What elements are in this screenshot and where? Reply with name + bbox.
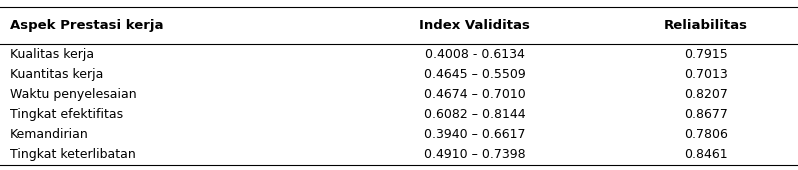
Text: Tingkat efektifitas: Tingkat efektifitas bbox=[10, 108, 123, 121]
Text: 0.8461: 0.8461 bbox=[685, 148, 728, 161]
Text: Reliabilitas: Reliabilitas bbox=[664, 19, 749, 32]
Text: Kualitas kerja: Kualitas kerja bbox=[10, 48, 93, 61]
Text: Waktu penyelesaian: Waktu penyelesaian bbox=[10, 88, 136, 101]
Text: Kemandirian: Kemandirian bbox=[10, 128, 89, 141]
Text: 0.4008 - 0.6134: 0.4008 - 0.6134 bbox=[425, 48, 525, 61]
Text: Kuantitas kerja: Kuantitas kerja bbox=[10, 68, 103, 81]
Text: 0.8207: 0.8207 bbox=[685, 88, 728, 101]
Text: 0.4910 – 0.7398: 0.4910 – 0.7398 bbox=[424, 148, 526, 161]
Text: 0.4674 – 0.7010: 0.4674 – 0.7010 bbox=[424, 88, 526, 101]
Text: 0.4645 – 0.5509: 0.4645 – 0.5509 bbox=[424, 68, 526, 81]
Text: 0.7915: 0.7915 bbox=[685, 48, 728, 61]
Text: 0.7013: 0.7013 bbox=[685, 68, 728, 81]
Text: Aspek Prestasi kerja: Aspek Prestasi kerja bbox=[10, 19, 163, 32]
Text: 0.6082 – 0.8144: 0.6082 – 0.8144 bbox=[424, 108, 526, 121]
Text: 0.3940 – 0.6617: 0.3940 – 0.6617 bbox=[424, 128, 526, 141]
Text: Index Validitas: Index Validitas bbox=[420, 19, 530, 32]
Text: 0.8677: 0.8677 bbox=[685, 108, 728, 121]
Text: Tingkat keterlibatan: Tingkat keterlibatan bbox=[10, 148, 136, 161]
Text: 0.7806: 0.7806 bbox=[685, 128, 728, 141]
